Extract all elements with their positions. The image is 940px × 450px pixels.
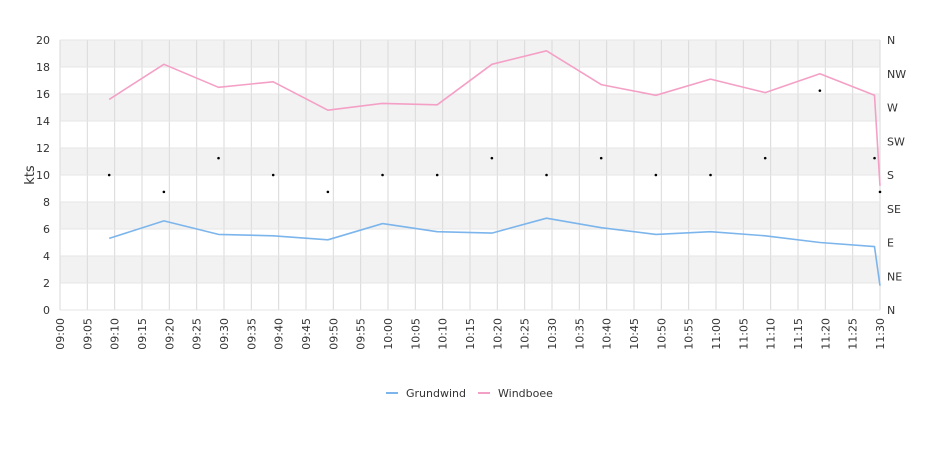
horizontal-gridlines [60,39,880,311]
x-tick-label: 09:50 [327,318,340,350]
x-tick-label: 09:45 [300,318,313,350]
x-tick-label: 11:15 [792,318,805,350]
direction-point [818,89,822,92]
direction-point [381,173,384,177]
direction-point [878,190,882,194]
x-tick-label: 10:20 [491,318,504,350]
x-tick-label: 10:15 [464,318,477,350]
legend-label: Windboee [498,387,553,400]
direction-point [217,156,220,160]
x-tick-label: 10:40 [601,318,614,350]
x-tick-label: 10:05 [409,318,422,350]
direction-tick-label: W [887,102,898,115]
direction-point [490,156,494,160]
y-axis-label: kts [23,165,38,185]
direction-point [545,173,548,177]
direction-tick-label: NE [887,270,902,283]
x-tick-label: 10:25 [519,318,532,350]
x-tick-label: 11:20 [819,318,832,350]
x-tick-label: 09:10 [109,318,122,350]
direction-point [271,173,275,177]
direction-tick-label: SW [887,135,905,148]
y-tick-label: 0 [43,304,50,317]
x-tick-label: 09:30 [218,318,231,350]
direction-tick-label: E [887,237,894,250]
y-tick-label: 20 [36,34,50,47]
x-tick-label: 09:05 [81,318,94,350]
direction-point [599,156,603,160]
x-tick-label: 09:35 [245,318,258,350]
direction-point [162,190,166,194]
legend: Grundwind Windboee [386,387,553,400]
direction-tick-label: NW [887,68,906,81]
x-tick-label: 10:10 [437,318,450,350]
direction-tick-label: N [887,34,895,47]
y-axis-ticks: 0 2 4 6 8 10 12 14 16 18 20 [36,34,50,317]
y-tick-label: 12 [36,142,50,155]
x-tick-label: 09:20 [163,318,176,350]
y-tick-label: 16 [36,88,50,101]
y-tick-label: 10 [36,169,50,182]
x-tick-label: 10:35 [573,318,586,350]
x-tick-label: 11:25 [847,318,860,350]
y-tick-label: 14 [36,115,50,128]
y-tick-label: 2 [43,277,50,290]
direction-point [763,156,767,160]
x-tick-label: 11:05 [737,318,750,350]
x-tick-label: 10:50 [655,318,668,350]
direction-point [107,173,111,177]
x-tick-label: 11:30 [874,318,887,350]
direction-point [326,190,330,194]
series-line-grundwind [108,217,881,286]
y-tick-label: 6 [43,223,50,236]
x-tick-label: 10:45 [628,318,641,350]
x-tick-label: 09:00 [54,318,67,350]
direction-tick-label: S [887,169,894,182]
y-tick-label: 18 [36,61,50,74]
x-tick-label: 11:00 [710,318,723,350]
direction-points [107,89,882,194]
x-tick-label: 09:55 [355,318,368,350]
legend-item-windboee: Windboee [478,387,553,400]
x-tick-label: 09:15 [136,318,149,350]
direction-point [709,173,712,177]
x-tick-label: 09:25 [191,318,204,350]
direction-point [654,173,658,177]
x-tick-label: 11:10 [765,318,778,350]
direction-tick-label: SE [887,203,901,216]
legend-label: Grundwind [406,387,466,400]
direction-tick-label: N [887,304,895,317]
series-lines [108,49,881,286]
series-line-windboee [108,49,881,186]
x-tick-label: 09:40 [273,318,286,350]
direction-axis-ticks: N NE E SE S SW W NW N [887,34,906,317]
x-tick-label: 10:30 [546,318,559,350]
x-tick-label: 10:55 [683,318,696,350]
direction-point [435,173,439,177]
legend-item-grundwind: Grundwind [386,387,466,400]
direction-point [873,156,876,160]
x-tick-label: 10:00 [382,318,395,350]
y-tick-label: 8 [43,196,50,209]
x-axis-ticks: 09:00 09:05 09:10 09:15 09:20 09:25 09:30 09:35… [54,318,887,350]
y-tick-label: 4 [43,250,50,263]
